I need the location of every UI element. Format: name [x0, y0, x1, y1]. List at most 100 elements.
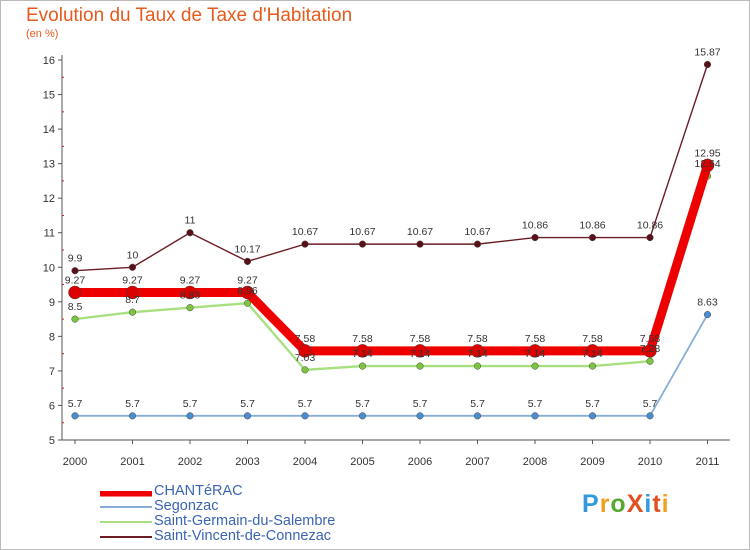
data-point-saint-germain-du-salembre [71, 315, 79, 323]
logo-letter: r [599, 490, 611, 518]
data-label-saint-vincent-de-connezac: 10.67 [349, 226, 375, 238]
data-label-segonzac: 5.7 [470, 398, 485, 410]
data-label-saint-vincent-de-connezac: 15.87 [694, 46, 720, 58]
data-label-chant-rac: 7.58 [582, 333, 603, 345]
data-label-segonzac: 8.63 [697, 297, 718, 309]
y-tick-label: 7 [49, 366, 55, 378]
data-label-saint-vincent-de-connezac: 10 [127, 249, 139, 261]
data-label-saint-vincent-de-connezac: 11 [185, 215, 196, 227]
data-point-chant-rac [585, 344, 600, 358]
x-tick-label: 2009 [580, 456, 604, 468]
data-label-saint-germain-du-salembre: 7.14 [525, 348, 546, 360]
data-label-chant-rac: 7.58 [410, 333, 431, 345]
data-point-saint-vincent-de-connezac [646, 234, 654, 242]
x-tick-label: 2010 [638, 456, 662, 468]
legend-swatch-saint-vincent [100, 536, 152, 538]
data-label-chant-rac: 7.58 [352, 333, 373, 345]
y-tick-label: 9 [49, 297, 55, 309]
data-point-segonzac [531, 412, 539, 420]
series-line-segonzac [75, 314, 709, 417]
data-point-segonzac [416, 412, 424, 420]
data-point-saint-vincent-de-connezac [416, 240, 424, 248]
data-point-chant-rac [470, 344, 485, 358]
data-label-segonzac: 5.7 [528, 398, 543, 410]
data-point-segonzac [71, 412, 79, 420]
data-point-chant-rac [700, 158, 715, 173]
data-point-chant-rac [68, 285, 82, 300]
data-label-saint-vincent-de-connezac: 10.17 [234, 243, 260, 255]
data-label-saint-vincent-de-connezac: 10.67 [292, 226, 318, 238]
data-label-saint-vincent-de-connezac: 9.9 [68, 253, 83, 265]
data-label-chant-rac: 7.58 [295, 333, 316, 345]
chart-unit-label: (en %) [26, 28, 59, 40]
data-label-chant-rac: 7.58 [525, 333, 546, 345]
x-tick-label: 2005 [350, 456, 374, 468]
data-point-segonzac [646, 412, 654, 420]
x-tick-label: 2004 [293, 456, 317, 468]
series-line-saint-vincent-de-connezac [74, 64, 709, 272]
data-label-saint-vincent-de-connezac: 10.67 [464, 226, 490, 238]
y-tick-label: 15 [43, 90, 55, 102]
legend-label: CHANTéRAC [154, 483, 243, 499]
data-point-chant-rac [125, 285, 140, 300]
data-label-saint-vincent-de-connezac: 10.67 [407, 226, 433, 238]
data-label-saint-germain-du-salembre: 8.96 [237, 285, 258, 297]
data-point-chant-rac [528, 344, 542, 358]
chart-series [68, 60, 715, 420]
legend-swatch-segonzac [100, 506, 152, 508]
data-point-chant-rac [183, 285, 197, 300]
y-tick-label: 13 [43, 159, 55, 171]
x-tick-label: 2003 [235, 456, 259, 468]
data-label-segonzac: 5.7 [643, 398, 658, 410]
data-label-chant-rac: 7.58 [640, 333, 661, 345]
y-tick-label: 8 [49, 331, 55, 343]
data-label-segonzac: 5.7 [125, 398, 140, 410]
data-point-saint-vincent-de-connezac [358, 240, 367, 248]
chart-axes: 5 6 7 8 9 10 11 12 13 14 15 16 2000 2001 2002 2003 2004 2… [43, 55, 730, 468]
y-tick-label: 6 [49, 400, 55, 412]
data-point-saint-vincent-de-connezac [473, 240, 482, 248]
data-point-saint-germain-du-salembre [243, 299, 252, 307]
data-label-saint-germain-du-salembre: 7.28 [640, 343, 661, 355]
x-tick-label: 2011 [696, 456, 720, 468]
data-label-segonzac: 5.7 [298, 398, 313, 410]
legend-swatch-chanterac [100, 491, 152, 497]
chart-data-labels: 9.9 10 11 10.17 10.67 10.67 10.67 10.67 10.86 10.… [65, 46, 721, 409]
data-point-saint-germain-du-salembre [646, 357, 654, 365]
data-label-segonzac: 5.7 [355, 398, 370, 410]
x-tick-label: 2006 [408, 456, 432, 468]
data-point-segonzac [588, 412, 597, 420]
proxiti-logo: ProXiti [582, 490, 670, 519]
data-point-saint-vincent-de-connezac [531, 234, 539, 242]
data-point-segonzac [301, 412, 309, 420]
logo-letter: o [610, 490, 627, 518]
y-tick-label: 11 [44, 228, 55, 240]
data-label-saint-germain-du-salembre: 8.83 [180, 290, 201, 302]
data-label-saint-germain-du-salembre: 7.14 [467, 348, 488, 360]
x-tick-label: 2007 [465, 456, 489, 468]
data-point-saint-germain-du-salembre [128, 308, 137, 316]
data-label-segonzac: 5.7 [585, 398, 600, 410]
data-point-saint-vincent-de-connezac [243, 257, 252, 265]
data-point-saint-germain-du-salembre [358, 362, 367, 370]
data-label-segonzac: 5.7 [413, 398, 428, 410]
x-tick-label: 2000 [63, 456, 87, 468]
legend-swatch-saint-germain [100, 521, 152, 523]
data-label-segonzac: 5.7 [240, 398, 255, 410]
logo-letter: X [626, 490, 645, 518]
y-tick-label: 16 [43, 55, 55, 67]
data-point-segonzac [186, 412, 194, 420]
data-label-saint-germain-du-salembre: 7.14 [352, 348, 373, 360]
data-point-saint-germain-du-salembre [588, 362, 597, 370]
data-label-saint-germain-du-salembre: 7.03 [295, 352, 316, 364]
data-point-saint-vincent-de-connezac [703, 60, 712, 69]
data-label-saint-vincent-de-connezac: 10.86 [637, 220, 663, 232]
data-label-segonzac: 5.7 [68, 398, 83, 410]
y-tick-label: 12 [43, 193, 55, 205]
data-point-saint-vincent-de-connezac [186, 229, 194, 237]
data-point-saint-vincent-de-connezac [71, 267, 79, 275]
data-point-chant-rac [413, 344, 427, 358]
y-tick-label: 5 [49, 435, 55, 447]
data-label-chant-rac: 9.27 [180, 274, 201, 286]
